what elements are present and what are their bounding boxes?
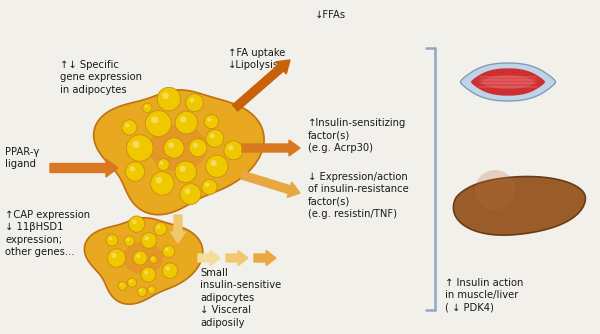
Circle shape [475,170,515,210]
Circle shape [163,245,175,258]
Circle shape [143,103,152,113]
Circle shape [128,216,145,232]
Circle shape [127,238,130,241]
FancyArrow shape [226,250,248,266]
Circle shape [144,270,148,275]
Text: ↓ Expression/action
of insulin-resistance
factor(s)
(e.g. resistin/TNF): ↓ Expression/action of insulin-resistanc… [308,172,409,219]
Circle shape [206,155,228,177]
Circle shape [125,123,130,127]
FancyArrow shape [232,60,290,111]
Circle shape [130,280,132,283]
Circle shape [175,161,196,183]
Polygon shape [454,177,586,235]
Circle shape [205,183,209,187]
Circle shape [163,93,169,99]
Circle shape [141,232,157,248]
Circle shape [106,234,118,246]
Circle shape [162,263,178,278]
Text: ↑Insulin-sensitizing
factor(s)
(e.g. Acrp30): ↑Insulin-sensitizing factor(s) (e.g. Acr… [308,118,406,153]
Polygon shape [471,68,545,96]
Polygon shape [94,90,264,215]
Circle shape [149,288,152,290]
Circle shape [224,141,243,160]
Circle shape [137,287,147,297]
Circle shape [136,254,140,258]
Circle shape [107,249,126,267]
Circle shape [151,172,174,195]
Polygon shape [482,75,534,89]
Circle shape [145,105,148,108]
Text: Small
insulin-sensitive
adipocytes
↓ Visceral
adiposily: Small insulin-sensitive adipocytes ↓ Vis… [200,268,281,328]
Circle shape [190,98,194,103]
Circle shape [112,253,116,258]
Circle shape [149,256,157,263]
Circle shape [155,177,162,183]
Circle shape [133,251,147,265]
Circle shape [164,138,184,158]
Circle shape [228,145,233,150]
Circle shape [185,94,203,112]
Circle shape [189,139,207,157]
Circle shape [205,115,218,129]
Polygon shape [149,125,207,171]
Circle shape [157,88,181,111]
Circle shape [139,289,142,292]
Circle shape [168,142,174,148]
Circle shape [120,284,122,286]
FancyArrow shape [241,171,300,197]
Circle shape [130,166,135,172]
Circle shape [132,219,137,224]
Circle shape [180,116,187,123]
FancyArrow shape [242,140,300,156]
Circle shape [211,160,217,166]
Circle shape [154,222,167,235]
Circle shape [145,236,149,240]
Circle shape [118,282,127,290]
Circle shape [124,236,134,246]
Circle shape [179,166,186,172]
Circle shape [208,118,211,122]
FancyArrow shape [198,250,220,266]
Circle shape [109,237,112,240]
Circle shape [193,143,198,148]
Circle shape [145,111,172,137]
Circle shape [127,135,153,161]
Circle shape [206,130,224,147]
Circle shape [127,278,137,287]
Circle shape [141,267,156,282]
Circle shape [185,188,190,194]
Circle shape [157,225,160,229]
Polygon shape [461,63,556,101]
Text: ↑CAP expression
↓ 11βHSD1
expression;
other genes...: ↑CAP expression ↓ 11βHSD1 expression; ot… [5,210,90,257]
Circle shape [151,116,158,124]
Text: ↓FFAs: ↓FFAs [315,10,346,20]
Text: ↑ Insulin action
in muscle/liver
( ↓ PDK4): ↑ Insulin action in muscle/liver ( ↓ PDK… [445,278,523,313]
Circle shape [202,179,217,195]
FancyArrow shape [171,215,185,243]
Text: PPAR-γ
ligand: PPAR-γ ligand [5,147,40,169]
FancyArrow shape [254,250,276,266]
Circle shape [166,266,170,271]
FancyArrow shape [50,159,118,177]
Circle shape [133,141,140,148]
Circle shape [165,248,169,252]
Text: ↑↓ Specific
gene expression
in adipocytes: ↑↓ Specific gene expression in adipocyte… [60,60,142,95]
Circle shape [151,257,154,260]
Circle shape [160,161,163,165]
Circle shape [125,162,145,181]
Circle shape [175,111,198,134]
Polygon shape [85,218,203,304]
Text: ↑FA uptake
↓Lipolysis: ↑FA uptake ↓Lipolysis [228,48,286,70]
Circle shape [180,184,201,204]
Circle shape [148,286,155,294]
Polygon shape [123,242,163,274]
Circle shape [157,159,169,171]
Circle shape [210,133,215,138]
Circle shape [122,120,137,135]
